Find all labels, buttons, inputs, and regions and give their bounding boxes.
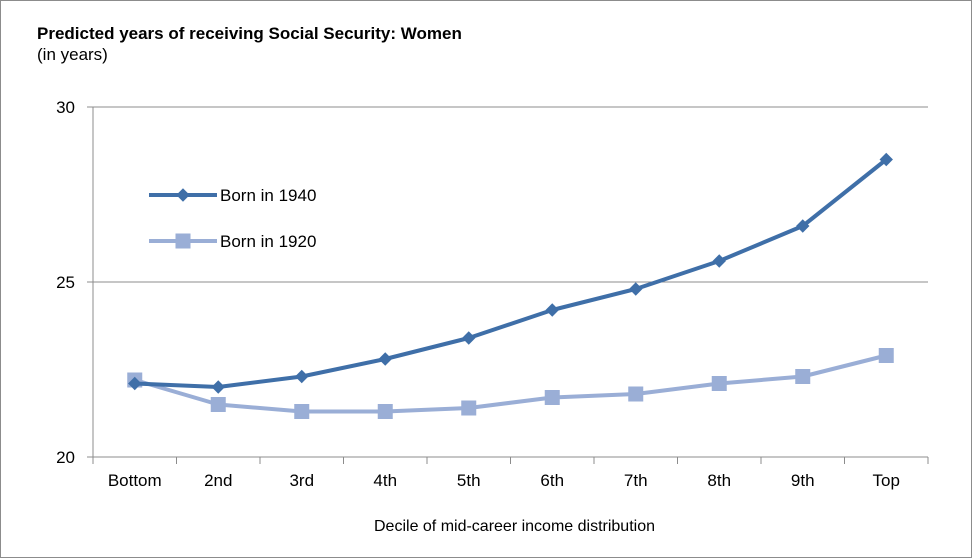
legend-marker [175, 233, 191, 249]
series-group [127, 152, 894, 419]
series-line [132, 157, 889, 389]
x-axis-title: Decile of mid-career income distribution [374, 518, 655, 535]
x-tick-label: 8th [707, 471, 731, 490]
x-tick-label: 9th [791, 471, 815, 490]
x-tick-label: 7th [624, 471, 648, 490]
chart-subtitle: (in years) [37, 45, 108, 64]
data-point [628, 386, 644, 402]
data-point [879, 152, 893, 167]
legend-label: Born in 1940 [220, 186, 316, 205]
data-point [795, 369, 811, 384]
y-tick-label: 25 [56, 273, 75, 292]
data-point [295, 369, 309, 384]
data-point [128, 376, 142, 391]
x-tick-label: Bottom [108, 471, 162, 490]
y-tick-label: 30 [56, 98, 75, 117]
data-point [294, 404, 310, 419]
data-point [377, 404, 393, 419]
data-point [210, 397, 226, 412]
legend-marker [176, 188, 190, 202]
data-point [712, 254, 726, 268]
x-tick-label: 4th [373, 471, 397, 490]
legend: Born in 1940 Born in 1920 [149, 186, 316, 251]
x-tick-label: Top [873, 471, 900, 490]
data-point [461, 400, 477, 416]
data-point [629, 282, 643, 296]
gridlines [93, 106, 928, 283]
data-point [545, 303, 559, 317]
data-point [796, 219, 810, 233]
data-point [711, 376, 727, 391]
x-tick-label: 3rd [289, 471, 314, 490]
x-tick-label: 6th [540, 471, 564, 490]
data-point [378, 352, 392, 366]
legend-label: Born in 1920 [220, 232, 316, 251]
axes: 20 25 30 Bottom 2nd 3rd 4th 5th 6th 7th 8th 9th Top [56, 98, 929, 490]
data-point [462, 331, 476, 345]
x-tick-label: 5th [457, 471, 481, 490]
data-point [878, 348, 894, 363]
y-tick-label: 20 [56, 448, 75, 467]
chart-title: Predicted years of receiving Social Secu… [37, 24, 462, 43]
data-point [211, 380, 225, 394]
data-point [544, 390, 560, 405]
x-tick-label: 2nd [204, 471, 232, 490]
series-line [132, 353, 889, 414]
